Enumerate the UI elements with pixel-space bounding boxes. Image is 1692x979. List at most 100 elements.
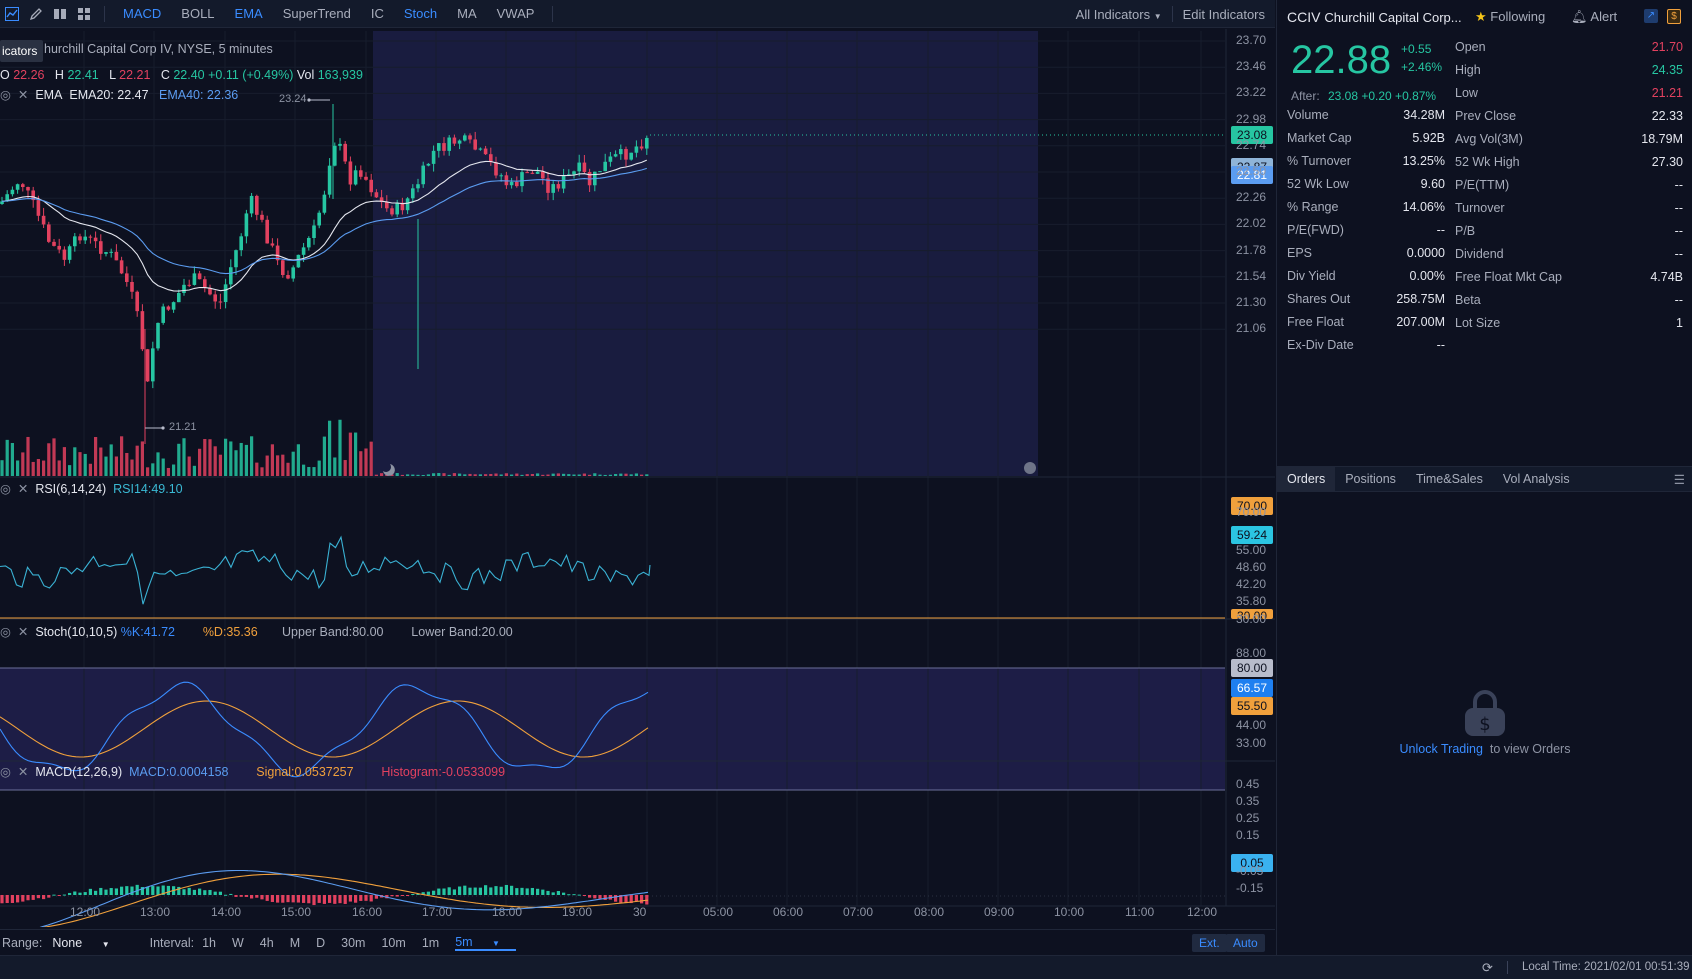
indicator-ma[interactable]: MA <box>457 6 477 21</box>
close-icon[interactable]: ✕ <box>17 88 29 102</box>
macd-histogram-bar <box>140 887 144 895</box>
chart-link-icon[interactable]: ↗ <box>1644 9 1658 23</box>
indicator-macd[interactable]: MACD <box>123 6 162 21</box>
candle-body <box>515 181 519 187</box>
stat-label: Free Float Mkt Cap <box>1455 270 1562 284</box>
after-label: After: <box>1291 89 1320 103</box>
candle-body <box>405 198 410 211</box>
edit-indicators-button[interactable]: Edit Indicators <box>1182 6 1265 22</box>
layout-grid-icon[interactable] <box>72 2 96 26</box>
volume-bar <box>541 474 545 476</box>
alert-button[interactable]: 🔔︎ Alert <box>1571 9 1617 25</box>
interval-1h[interactable]: 1h <box>202 935 216 950</box>
interval-m[interactable]: M <box>289 935 301 950</box>
candle-body <box>333 145 337 166</box>
volume-bar <box>104 456 108 476</box>
candle-body <box>166 306 171 310</box>
macd-histogram-bar <box>187 887 191 895</box>
volume-bar <box>140 441 144 476</box>
volume-bar <box>26 436 30 476</box>
candle-body <box>634 146 639 153</box>
macd-histogram-bar <box>562 892 566 895</box>
indicator-boll[interactable]: BOLL <box>181 6 215 21</box>
macd-histogram-bar <box>390 895 394 897</box>
chart-canvas[interactable] <box>0 29 1275 927</box>
dollar-badge-icon[interactable]: $ <box>1667 9 1681 24</box>
indicator-ema[interactable]: EMA <box>234 6 263 21</box>
candle-body <box>535 171 540 174</box>
settings-icon[interactable]: ◎ <box>0 625 11 639</box>
candle-body <box>416 184 420 189</box>
indicator-ic[interactable]: IC <box>370 6 384 21</box>
candle-body <box>161 306 165 323</box>
volume-bar <box>437 473 441 476</box>
settings-icon[interactable]: ◎ <box>0 482 11 496</box>
volume-bar <box>629 474 633 476</box>
macd-histogram-bar <box>125 886 129 895</box>
candle-body <box>47 224 51 242</box>
macd-histogram-bar <box>442 888 446 895</box>
volume-bar <box>94 437 98 476</box>
macd-histogram-bar <box>208 889 212 895</box>
indicator-supertrend[interactable]: SuperTrend <box>282 6 351 21</box>
macd-histogram-bar <box>265 895 269 901</box>
volume-bar <box>151 463 155 476</box>
candle-body <box>530 172 535 174</box>
candle-body <box>26 187 30 191</box>
book-icon[interactable] <box>48 2 72 26</box>
tab-time-sales[interactable]: Time&Sales <box>1415 472 1483 486</box>
interval-4h[interactable]: 4h <box>259 935 274 950</box>
alert-label: Alert <box>1590 9 1618 24</box>
list-menu-icon[interactable]: ☰ <box>1673 473 1685 487</box>
volume-bar <box>302 464 306 476</box>
unlock-trading-link[interactable]: Unlock Trading <box>1399 742 1483 756</box>
candle-body <box>567 174 571 176</box>
star-icon: ★ <box>1475 9 1487 24</box>
indicator-vwap[interactable]: VWAP <box>496 6 535 21</box>
macd-histogram-bar <box>629 895 633 904</box>
volume-bar <box>442 473 446 476</box>
macd-histogram-bar <box>161 885 165 895</box>
ohlc-legend: O 22.26 H 22.41 L 22.21 C 22.40 +0.11 (+… <box>0 68 363 82</box>
last-price-tag: 23.08 <box>1231 126 1273 144</box>
stat-row: Dividend -- <box>1455 247 1683 267</box>
volume-bar <box>83 453 87 476</box>
pencil-icon[interactable] <box>24 2 48 26</box>
volume-bar <box>614 474 618 476</box>
volume-bar <box>57 460 61 476</box>
all-indicators-dropdown[interactable]: All Indicators ▼ <box>1066 7 1172 22</box>
candle-body <box>187 284 191 286</box>
time-axis-label: 12:00 <box>70 905 101 919</box>
tab-orders[interactable]: Orders <box>1277 466 1336 492</box>
interval-5m[interactable]: 5m ▼ <box>455 935 516 951</box>
interval-30m[interactable]: 30m <box>341 935 366 950</box>
refresh-icon[interactable]: ⟳ <box>1482 960 1493 975</box>
tab-vol-analysis[interactable]: Vol Analysis <box>1502 472 1570 486</box>
close-icon[interactable]: ✕ <box>17 625 29 639</box>
range-dropdown[interactable]: None ▼ <box>52 936 125 950</box>
price-axis-label: 21.78 <box>1236 242 1267 257</box>
extended-hours-region <box>373 31 1038 476</box>
indicator-stoch[interactable]: Stoch <box>403 6 438 21</box>
chart-type-icon[interactable] <box>0 2 24 26</box>
following-button[interactable]: ★ Following <box>1475 9 1545 25</box>
settings-icon[interactable]: ◎ <box>0 765 11 779</box>
ext-hours-button[interactable]: Ext. <box>1192 934 1227 952</box>
interval-d[interactable]: D <box>316 935 326 950</box>
chart-area[interactable]: icators hurchill Capital Corp IV, NYSE, … <box>0 29 1275 927</box>
interval-w[interactable]: W <box>231 935 244 950</box>
macd-histogram-bar <box>151 886 155 895</box>
volume-bar <box>458 473 462 476</box>
settings-icon[interactable]: ◎ <box>0 88 11 102</box>
close-icon[interactable]: ✕ <box>17 765 29 779</box>
volume-bar <box>520 474 524 476</box>
close-icon[interactable]: ✕ <box>17 482 29 496</box>
macd-histogram-bar <box>47 895 51 898</box>
volume-bar <box>224 438 228 476</box>
interval-10m[interactable]: 10m <box>381 935 406 950</box>
tab-positions[interactable]: Positions <box>1345 472 1396 486</box>
stat-value: 14.06% <box>1402 200 1445 214</box>
macd-line <box>39 869 649 927</box>
auto-scale-button[interactable]: Auto <box>1226 934 1265 952</box>
interval-1m[interactable]: 1m <box>421 935 440 950</box>
